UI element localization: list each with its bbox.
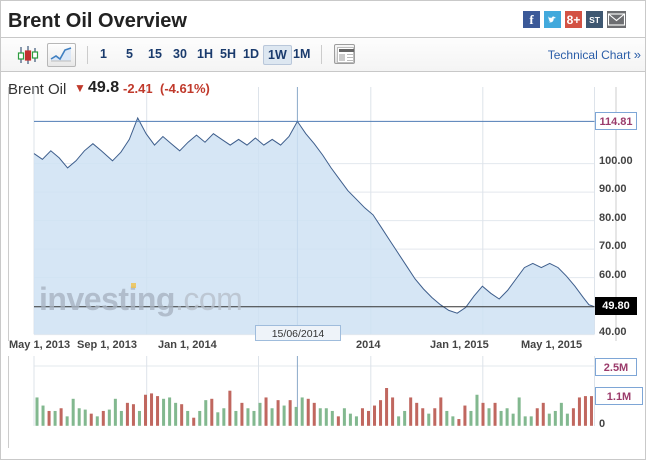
svg-text:ST: ST [589,15,601,25]
svg-text:f: f [529,12,534,27]
svg-text:8+: 8+ [567,13,581,27]
